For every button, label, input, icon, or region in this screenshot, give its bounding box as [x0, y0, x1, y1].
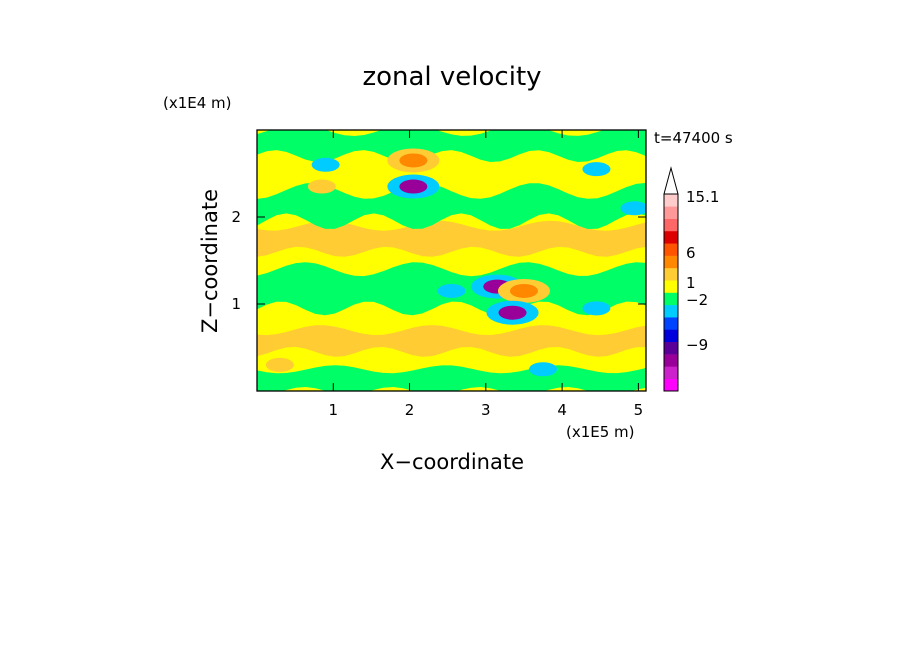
colorbar-swatch	[664, 304, 678, 318]
field-band	[257, 130, 646, 162]
colorbar-swatch	[664, 280, 678, 293]
colorbar-swatch	[664, 194, 678, 207]
field-feature	[265, 357, 294, 372]
x-tick-label: 1	[329, 401, 339, 419]
y-tick-label: 1	[231, 295, 241, 313]
colorbar-label: −9	[686, 336, 708, 354]
field-feature	[399, 153, 428, 168]
y-axis: 12	[231, 208, 646, 313]
field-band	[257, 182, 646, 229]
colorbar-swatch	[664, 243, 678, 256]
field-feature	[437, 283, 466, 298]
colorbar-label: 15.1	[686, 188, 719, 206]
colorbar-label: 1	[686, 274, 696, 292]
y-axis-label: Z−coordinate	[198, 189, 222, 333]
plot-frame	[256, 129, 647, 392]
colorbar-swatch	[664, 206, 678, 219]
colorbar-extend-arrow	[663, 166, 679, 195]
colorbar-label: 6	[686, 244, 696, 262]
field-feature	[582, 162, 611, 177]
field-feature	[311, 157, 340, 172]
field-features	[265, 148, 646, 377]
field-feature	[399, 179, 428, 194]
x-tick-label: 3	[481, 401, 491, 419]
x-axis: 1 2 3 4 5	[329, 130, 644, 419]
x-unit-label: (x1E5 m)	[566, 423, 635, 441]
plot-area	[257, 130, 646, 391]
field-feature	[498, 305, 527, 320]
colorbar-swatch	[664, 218, 678, 232]
colorbar-swatch	[664, 230, 678, 244]
colorbar-swatch	[664, 354, 678, 367]
colorbar-swatch	[664, 378, 678, 392]
colorbar-swatch	[664, 292, 678, 306]
x-axis-label: X−coordinate	[380, 450, 524, 474]
colorbar-swatch	[664, 317, 678, 330]
colorbar-label: −2	[686, 291, 708, 309]
x-tick-label: 5	[634, 401, 644, 419]
x-tick-label: 4	[557, 401, 567, 419]
colorbar-swatch	[664, 366, 678, 379]
field-band	[257, 220, 646, 257]
field-feature	[307, 179, 336, 194]
x-tick-label: 2	[405, 401, 415, 419]
colorbar-swatch	[664, 267, 678, 281]
colorbar: 15.1 6 1−2 −9	[663, 166, 719, 392]
colorbar-swatch	[664, 329, 678, 343]
field-feature	[620, 201, 646, 216]
chart-title: zonal velocity	[362, 62, 541, 92]
colorbar-swatch	[664, 255, 678, 269]
time-label: t=47400 s	[654, 129, 733, 147]
y-tick-label: 2	[231, 208, 241, 226]
field-feature	[509, 283, 538, 298]
colorbar-swatch	[664, 341, 678, 355]
y-unit-label: (x1E4 m)	[163, 94, 232, 112]
field-feature	[582, 301, 611, 316]
field-feature	[529, 362, 558, 377]
field-band	[257, 325, 646, 357]
